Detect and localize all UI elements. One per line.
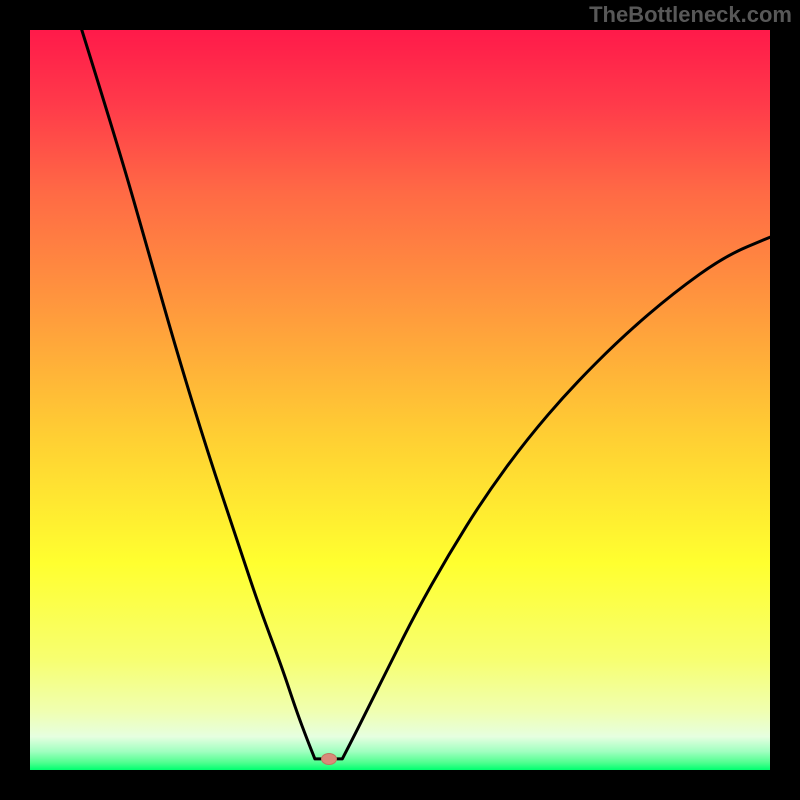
background-gradient bbox=[30, 30, 770, 770]
minimum-marker bbox=[321, 753, 337, 765]
plot-area bbox=[30, 30, 770, 770]
watermark-text: TheBottleneck.com bbox=[589, 2, 792, 28]
chart-container: TheBottleneck.com bbox=[0, 0, 800, 800]
